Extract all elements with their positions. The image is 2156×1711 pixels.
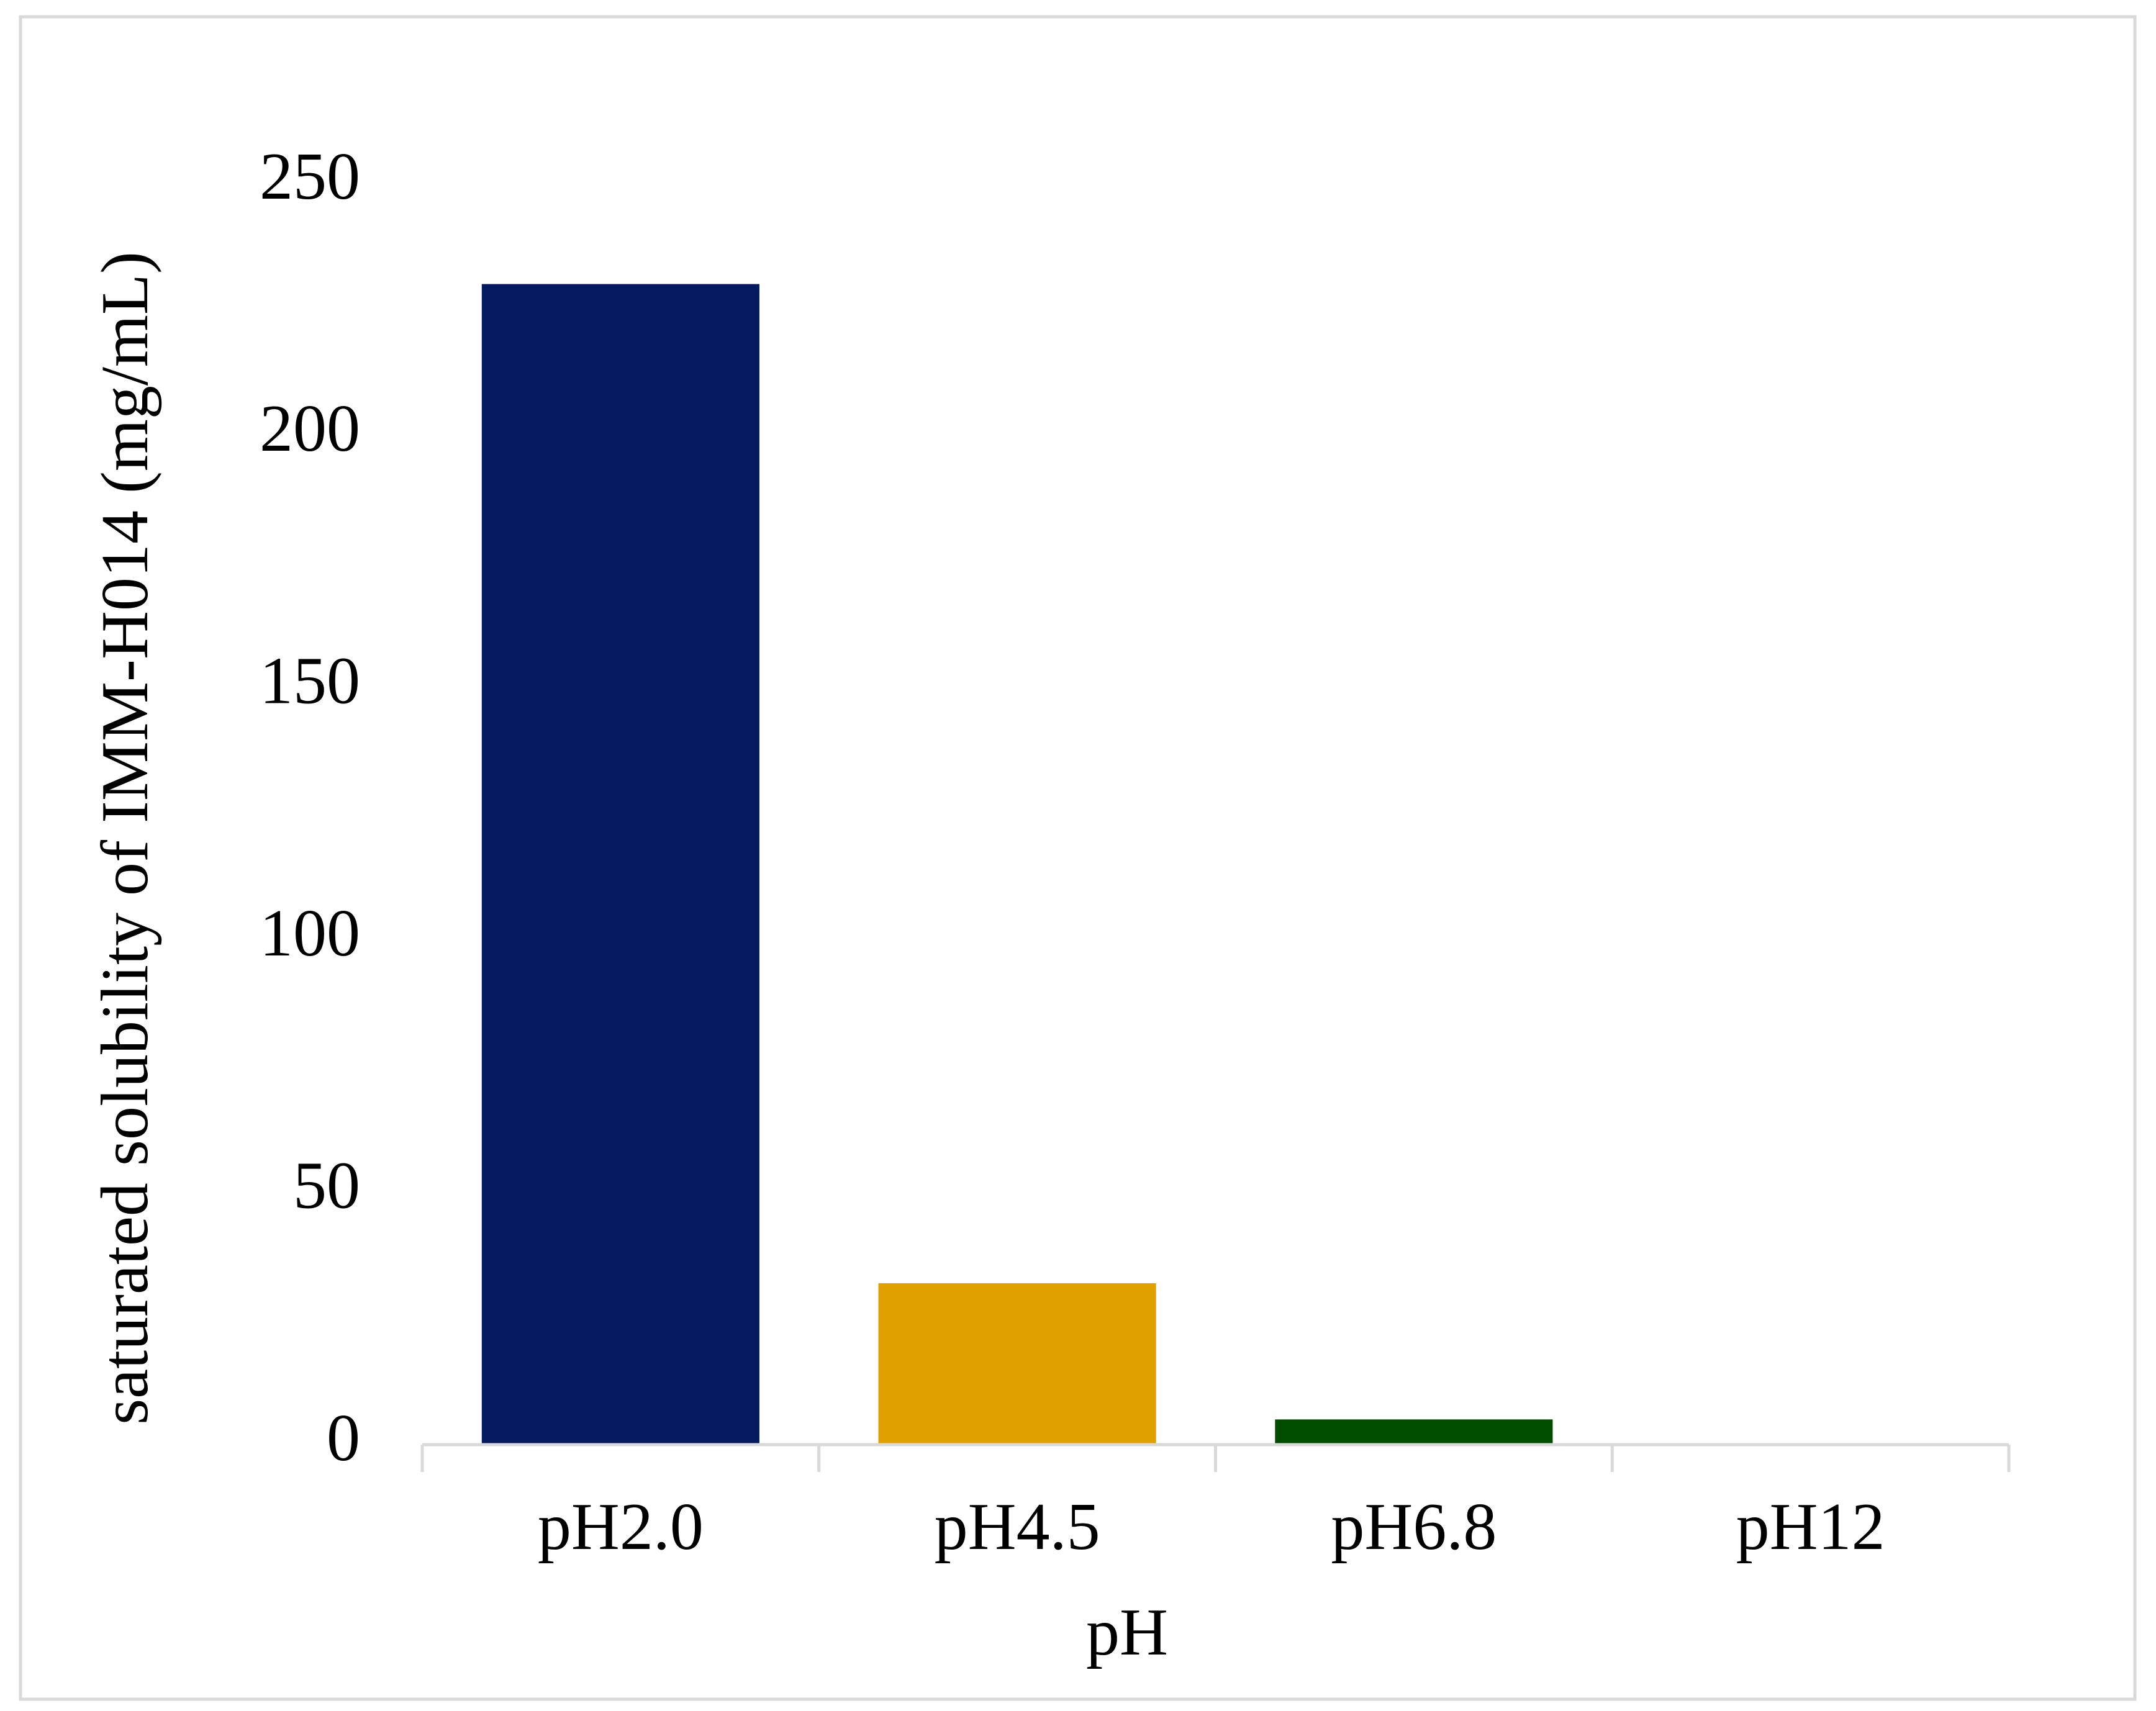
bar (481, 284, 759, 1445)
x-axis-label: pH (1086, 1596, 1168, 1669)
bar (1275, 1419, 1553, 1445)
x-tick-label: pH12 (1736, 1490, 1885, 1564)
y-tick-label: 50 (293, 1149, 360, 1222)
y-tick-label: 0 (327, 1401, 360, 1475)
x-tick-label: pH4.5 (935, 1490, 1100, 1564)
y-tick-label: 150 (260, 644, 360, 718)
y-tick-label: 100 (260, 896, 360, 970)
y-tick-label: 250 (260, 140, 360, 214)
y-axis-label: saturated solubility of IMM-H014 (mg/mL) (88, 251, 162, 1425)
x-tick-label: pH6.8 (1331, 1490, 1497, 1564)
bar (878, 1283, 1156, 1445)
y-tick-label: 200 (260, 392, 360, 466)
x-tick-label: pH2.0 (538, 1490, 704, 1564)
